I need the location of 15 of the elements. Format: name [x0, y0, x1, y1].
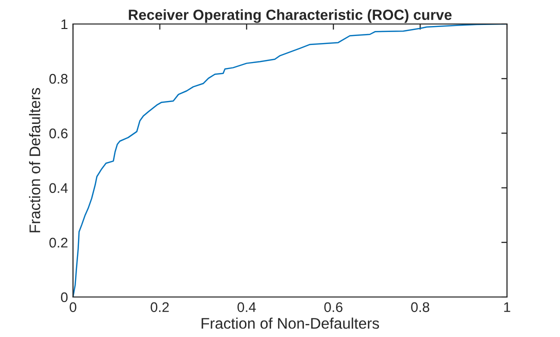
- x-axis-title: Fraction of Non-Defaulters: [202, 318, 380, 329]
- x-tick-label: 0.6: [324, 302, 342, 312]
- chart-title: Receiver Operating Characteristic (ROC) curve: [128, 9, 452, 23]
- y-tick-label: 0.6: [49, 128, 68, 138]
- x-tick-label: 1: [504, 302, 510, 312]
- y-tick-label: 0.8: [49, 74, 68, 84]
- y-tick-label: 1: [61, 19, 68, 30]
- y-axis-title: Fraction of Defaulters: [29, 88, 40, 232]
- y-tick-label: 0: [60, 292, 68, 302]
- x-tick-label: 0: [70, 302, 76, 312]
- x-tick-label: 0.2: [150, 302, 169, 312]
- y-tick-label: 0.4: [49, 183, 68, 193]
- x-tick-label: 0.4: [237, 302, 256, 312]
- x-tick-label: 0.8: [411, 302, 430, 312]
- y-tick-label: 0.2: [49, 238, 68, 248]
